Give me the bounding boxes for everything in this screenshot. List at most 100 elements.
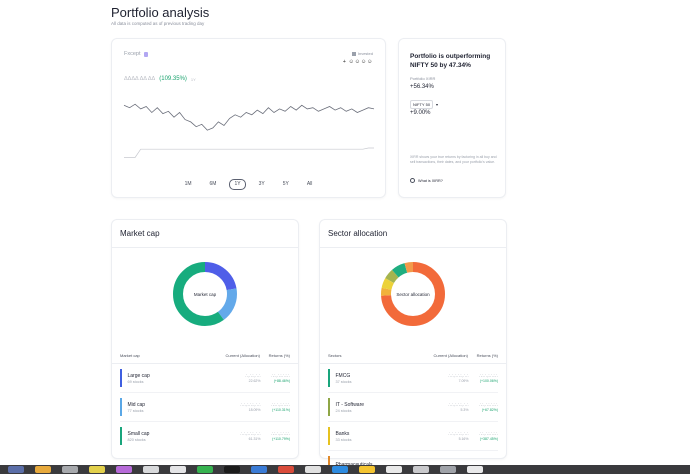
row-name-cell: FMCG 37 stocks (336, 373, 399, 384)
info-icon (410, 178, 415, 183)
series-line-1 (123, 103, 375, 131)
page-title: Portfolio analysis (111, 5, 210, 20)
row-returns-cell: ∴∴,∴∴∴∴∴ (+88.46%) (261, 373, 290, 383)
finder-icon[interactable] (8, 466, 24, 473)
sector-donut (381, 262, 445, 326)
range-tab-1m[interactable]: 1M (184, 181, 192, 187)
app-icon-4[interactable] (116, 466, 132, 473)
market-cap-slice-small-cap[interactable] (173, 262, 237, 326)
row-name: Large cap (127, 372, 150, 379)
market-cap-table-header: Market cap Current (Allocation) Returns … (120, 353, 290, 358)
app-icon-12[interactable] (332, 466, 348, 473)
row-name-cell: Small cap 820 stocks (128, 431, 191, 442)
app-icon-2[interactable] (62, 466, 78, 473)
row-name: Mid cap (127, 401, 146, 408)
app-icon-15[interactable] (413, 466, 429, 473)
portfolio-chart-card: Fxcept Invested + ☺☺☺☺ ΔΔΔΔ ΔΔ ΔΔ (109.3… (111, 38, 386, 198)
row-name-cell: IT - Software 24 stocks (336, 402, 399, 413)
ticker[interactable]: Fxcept (124, 51, 148, 57)
xirr-note: XIRR shows your true returns by factorin… (410, 155, 497, 164)
market-cap-donut-label: Market cap (193, 292, 217, 297)
row-count: 820 stocks (127, 437, 146, 442)
table-row[interactable]: Banks 33 stocks ∴∴,∴∴∴,∴∴ 5.16% ∴∴,∴∴∴∴∴ (+38… (328, 423, 498, 449)
market-cap-donut (173, 262, 237, 326)
sector-title: Sector allocation (328, 229, 388, 238)
col-header: Sectors (328, 353, 342, 358)
legend-swatch (351, 51, 356, 56)
row-returns-pct: (+110.79%) (272, 437, 290, 441)
row-count: 33 stocks (335, 437, 352, 442)
row-returns: ∴∴,∴∴∴∴∴ (479, 402, 498, 407)
app-icon-17[interactable] (467, 466, 483, 473)
col-header: Current (Allocation) (225, 353, 260, 358)
market-cap-card: Market cap Market cap Market cap Current… (111, 219, 299, 459)
row-name-cell: Mid cap 77 stocks (128, 402, 191, 413)
row-returns-pct: (+88.46%) (273, 379, 290, 383)
app-icon-5[interactable] (143, 466, 159, 473)
app-icon-10[interactable] (278, 466, 294, 473)
benchmark-select[interactable]: NIFTY 50 ▾ (410, 100, 438, 109)
row-current: ∴∴,∴∴∴,∴∴ (240, 431, 261, 436)
benchmark-xirr-value: +9.00% (410, 110, 431, 116)
row-name-cell: Banks 33 stocks (336, 431, 399, 442)
table-row[interactable]: FMCG 37 stocks ∴∴,∴∴∴,∴∴ 7.09% ∴∴∴,∴∴∴∴ (+100… (328, 365, 498, 391)
series-line-2 (124, 147, 374, 158)
range-tab-3y[interactable]: 3Y (258, 181, 265, 187)
page-subtitle: All data is computed as of previous trad… (111, 21, 205, 26)
app-icon-8[interactable] (224, 466, 240, 473)
row-returns-pct: (+387.45%) (479, 437, 498, 441)
sector-slice-pharmaceuticals[interactable] (381, 262, 445, 326)
row-returns-pct: (+100.06%) (479, 379, 498, 383)
table-row[interactable]: IT - Software 24 stocks ∴∴,∴∴∴,∴∴ 5.3% ∴∴,∴∴… (328, 394, 498, 420)
app-icon-9[interactable] (251, 466, 267, 473)
market-cap-slice-mid-cap[interactable] (173, 262, 237, 326)
app-icon-6[interactable] (170, 466, 186, 473)
row-divider (328, 392, 498, 393)
app-icon-3[interactable] (89, 466, 105, 473)
return-period: 1Y (190, 76, 196, 82)
row-divider (328, 421, 498, 422)
sector-allocation-card: Sector allocation Sector allocation Sect… (319, 219, 507, 474)
row-allocation: 5.3% (460, 408, 469, 412)
app-icon-13[interactable] (359, 466, 375, 473)
row-name: Small cap (127, 430, 150, 437)
app-icon-1[interactable] (35, 466, 51, 473)
return-summary: ΔΔΔΔ ΔΔ ΔΔ (109.35%) 1Y (124, 76, 196, 82)
row-count: 37 stocks (335, 379, 352, 384)
range-tab-all[interactable]: All (306, 181, 313, 187)
row-returns-cell: ∴∴∴,∴∴∴∴ (+110.79%) (261, 431, 290, 441)
row-returns-cell: ∴∴,∴∴∴∴∴ (+67.82%) (469, 402, 498, 412)
row-returns-cell: ∴∴,∴∴∴∴∴ (+387.45%) (469, 431, 498, 441)
benchmark-select-value: NIFTY 50 (410, 100, 434, 109)
row-returns: ∴∴,∴∴∴∴∴ (479, 431, 498, 436)
outperformance-card: Portfolio is outperforming NIFTY 50 by 4… (398, 38, 506, 198)
app-icon-7[interactable] (197, 466, 213, 473)
row-returns-cell: ∴∴∴,∴∴∴∴ (+110.31%) (261, 402, 290, 412)
app-icon-16[interactable] (440, 466, 456, 473)
sector-donut-label: Sector allocation (396, 292, 430, 297)
row-divider (120, 421, 290, 422)
row-current-cell: ∴,∴∴,∴∴ 22.62% (191, 373, 261, 383)
row-count: 77 stocks (127, 408, 144, 413)
row-current-cell: ∴∴,∴∴∴,∴∴ 5.16% (399, 431, 469, 441)
row-current-cell: ∴∴,∴∴∴,∴∴ 61.31% (191, 431, 261, 441)
app-icon-14[interactable] (386, 466, 402, 473)
range-tab-1y[interactable]: 1Y (229, 179, 246, 190)
app-icon-11[interactable] (305, 466, 321, 473)
row-color-bar (328, 427, 330, 445)
table-row[interactable]: Mid cap 77 stocks ∴∴,∴∴∴,∴∴ 18.09% ∴∴∴,∴∴∴∴(… (120, 394, 290, 420)
row-returns-pct: (+110.31%) (272, 408, 290, 412)
what-is-xirr-link[interactable]: What is XIRR? (410, 178, 443, 183)
row-returns: ∴∴∴,∴∴∴∴ (479, 373, 498, 378)
table-row[interactable]: Large cap 69 stocks ∴,∴∴,∴∴ 22.62% ∴∴,∴∴∴∴∴(… (120, 365, 290, 391)
portfolio-xirr-label: Portfolio XIRR (410, 76, 436, 81)
avatar-group[interactable]: + ☺☺☺☺ (342, 59, 373, 65)
sector-slice-misc[interactable] (381, 262, 445, 326)
range-tab-5y[interactable]: 5Y (282, 181, 289, 187)
table-row[interactable]: Small cap 820 stocks ∴∴,∴∴∴,∴∴ 61.31% ∴∴∴,∴∴… (120, 423, 290, 449)
row-current: ∴∴,∴∴∴,∴∴ (448, 431, 469, 436)
row-current: ∴,∴∴,∴∴ (245, 373, 261, 378)
portfolio-xirr-value: +56.34% (410, 84, 434, 90)
row-name: Pharmaceuticals (336, 462, 399, 468)
range-tab-6m[interactable]: 6M (209, 181, 217, 187)
